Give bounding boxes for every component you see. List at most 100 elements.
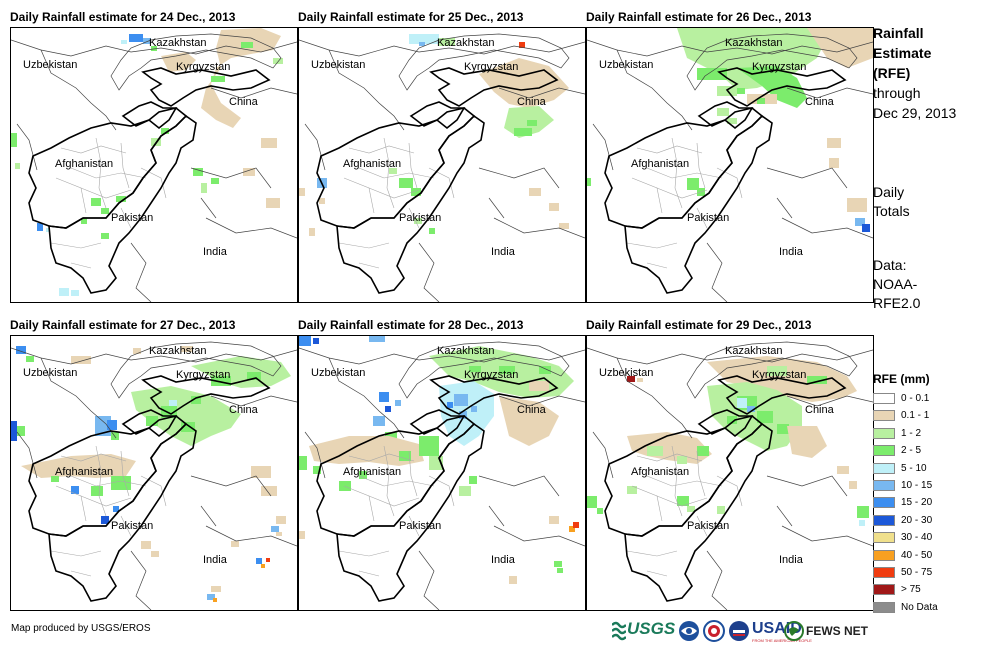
country-label-pakistan: Pakistan [399, 212, 442, 224]
country-label-kazakhstan: Kazakhstan [437, 345, 495, 357]
country-label-afghanistan: Afghanistan [55, 158, 114, 170]
legend-swatch [873, 514, 895, 526]
rainfall-cells [299, 34, 569, 236]
panel-title: Daily Rainfall estimate for 28 Dec., 201… [298, 318, 524, 332]
map-panel-28-dec: Daily Rainfall estimate for 28 Dec., 201… [298, 316, 586, 611]
focus-country-outlines [316, 67, 559, 294]
country-label-uzbekistan: Uzbekistan [599, 59, 654, 71]
afghanistan-provinces [338, 137, 455, 269]
country-label-india: India [491, 554, 515, 566]
title-line: through [873, 85, 921, 101]
map-canvas [11, 28, 297, 302]
usaid-tagline: FROM THE AMERICAN PEOPLE [752, 638, 812, 643]
country-label-uzbekistan: Uzbekistan [599, 367, 654, 379]
country-label-kyrgyzstan: Kyrgyzstan [752, 369, 807, 381]
country-label-kyrgyzstan: Kyrgyzstan [176, 61, 231, 73]
rfe-legend: RFE (mm) 0 - 0.1 0.1 - 1 1 - 2 2 - 5 5 - 10 1… [873, 370, 981, 613]
fewsnet-globe-icon [784, 621, 804, 641]
legend-title: RFE (mm) [873, 372, 930, 386]
legend-swatch [873, 567, 895, 578]
legend-label: 50 - 75 [901, 567, 933, 578]
usaid-seal-icon [729, 621, 749, 641]
legend-swatch [873, 393, 895, 404]
country-label-pakistan: Pakistan [687, 212, 730, 224]
legend-label: > 75 [901, 584, 921, 596]
rainfall-map: Kazakhstan Uzbekistan Kyrgyzstan China Afgha… [298, 335, 586, 611]
map-canvas [587, 341, 873, 610]
country-label-pakistan: Pakistan [111, 212, 154, 224]
country-borders [11, 341, 297, 610]
country-label-pakistan: Pakistan [111, 520, 154, 532]
country-label-kyrgyzstan: Kyrgyzstan [464, 369, 519, 381]
title-line: Estimate [873, 45, 932, 61]
legend-label: 10 - 15 [901, 480, 933, 491]
afghanistan-provinces [50, 445, 167, 577]
rainfall-map: Kazakhstan Uzbekistan Kyrgyzstan China Afgha… [10, 335, 298, 611]
country-label-afghanistan: Afghanistan [631, 466, 690, 478]
country-label-afghanistan: Afghanistan [343, 158, 402, 170]
legend-swatch [873, 427, 895, 439]
legend-label: 30 - 40 [901, 532, 933, 544]
country-borders [587, 33, 873, 302]
panel-title: Daily Rainfall estimate for 24 Dec., 201… [10, 10, 236, 24]
map-credit: Map produced by USGS/EROS [11, 623, 151, 634]
focus-country-outlines [316, 375, 559, 602]
legend-swatch [873, 601, 895, 613]
legend-label: 0 - 0.1 [901, 393, 930, 404]
panel-title: Daily Rainfall estimate for 26 Dec., 201… [586, 10, 812, 24]
legend-swatch [873, 445, 895, 457]
map-panel-27-dec: Daily Rainfall estimate for 27 Dec., 201… [10, 316, 298, 611]
afghanistan-provinces [626, 445, 743, 577]
legend-label: 1 - 2 [901, 427, 922, 439]
note-line: Data: [873, 257, 907, 273]
map-panel-24-dec: Daily Rainfall estimate for 24 Dec., 201… [10, 8, 298, 303]
country-label-china: China [229, 404, 258, 416]
note-line: NOAA- [873, 276, 918, 292]
country-label-china: China [229, 96, 258, 108]
map-panel-25-dec: Daily Rainfall estimate for 25 Dec., 201… [298, 8, 586, 303]
legend-label: 20 - 30 [901, 514, 933, 526]
afghanistan-provinces [50, 137, 167, 269]
country-borders [587, 341, 873, 610]
legend-label: 15 - 20 [901, 497, 933, 509]
daily-totals-note: Daily Totals [873, 183, 981, 221]
usgs-logo-icon [612, 621, 626, 641]
country-label-india: India [203, 554, 227, 566]
country-label-china: China [517, 404, 546, 416]
country-label-india: India [203, 246, 227, 258]
noaa-logo-icon [679, 621, 699, 641]
country-label-afghanistan: Afghanistan [55, 466, 114, 478]
data-source-note: Data: NOAA- RFE2.0 [873, 256, 981, 313]
title-line: Dec 29, 2013 [873, 105, 957, 121]
country-label-uzbekistan: Uzbekistan [311, 367, 366, 379]
country-label-uzbekistan: Uzbekistan [311, 59, 366, 71]
country-label-pakistan: Pakistan [687, 520, 730, 532]
rainfall-map: Kazakhstan Uzbekistan Kyrgyzstan China Afgha… [298, 27, 586, 303]
map-canvas [299, 336, 585, 610]
country-label-kazakhstan: Kazakhstan [149, 345, 207, 357]
country-borders [11, 33, 297, 302]
note-line: RFE2.0 [873, 295, 921, 311]
map-canvas [587, 28, 873, 302]
country-label-china: China [517, 96, 546, 108]
legend-swatch [873, 532, 895, 544]
focus-country-outlines [604, 67, 847, 294]
country-label-kazakhstan: Kazakhstan [437, 37, 495, 49]
panel-title: Daily Rainfall estimate for 27 Dec., 201… [10, 318, 236, 332]
country-label-kyrgyzstan: Kyrgyzstan [176, 369, 231, 381]
legend-label: 0.1 - 1 [901, 410, 930, 422]
fewsnet-logo: FEWS NET [806, 624, 868, 638]
country-label-india: India [491, 246, 515, 258]
country-label-kazakhstan: Kazakhstan [725, 37, 783, 49]
rainfall-map: Kazakhstan Uzbekistan Kyrgyzstan China Afgha… [10, 27, 298, 303]
country-label-afghanistan: Afghanistan [631, 158, 690, 170]
title-line: (RFE) [873, 65, 911, 81]
country-label-india: India [779, 246, 803, 258]
rainfall-map: Kazakhstan Uzbekistan Kyrgyzstan China Afgha… [586, 335, 874, 611]
legend-swatch [873, 584, 895, 596]
agency-logos: USGS USAID FROM THE AMERICAN PEOPLE FEWS… [612, 617, 872, 645]
country-label-pakistan: Pakistan [399, 520, 442, 532]
rainfall-map: Kazakhstan Uzbekistan Kyrgyzstan China Afgha… [586, 27, 874, 303]
title-line: Rainfall [873, 25, 924, 41]
map-series-title: Rainfall Estimate (RFE) through Dec 29, … [873, 23, 981, 123]
